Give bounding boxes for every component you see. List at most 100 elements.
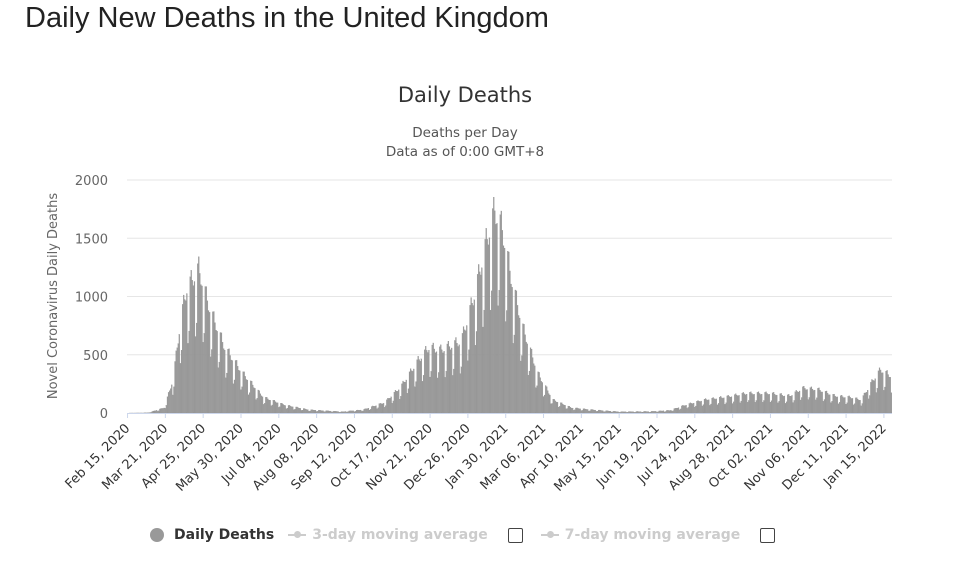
bar-daily-deaths[interactable] [603, 411, 605, 414]
bar-daily-deaths[interactable] [743, 393, 746, 414]
bar-daily-deaths[interactable] [789, 395, 791, 414]
bar-daily-deaths[interactable] [667, 410, 669, 414]
bar-daily-deaths[interactable] [347, 411, 349, 414]
bar-daily-deaths[interactable] [609, 411, 612, 414]
bar-daily-deaths[interactable] [693, 402, 695, 414]
bar-daily-deaths[interactable] [174, 361, 176, 414]
bar-daily-deaths[interactable] [646, 411, 648, 414]
bar-daily-deaths[interactable] [605, 410, 607, 414]
bar-daily-deaths[interactable] [731, 403, 734, 414]
bar-daily-deaths[interactable] [881, 372, 883, 414]
bar-daily-deaths[interactable] [412, 371, 414, 414]
bar-daily-deaths[interactable] [781, 394, 783, 414]
bar-daily-deaths[interactable] [523, 324, 525, 414]
bar-daily-deaths[interactable] [171, 384, 173, 414]
bar-daily-deaths[interactable] [622, 411, 625, 414]
bar-daily-deaths[interactable] [653, 411, 655, 414]
bar-daily-deaths[interactable] [507, 250, 509, 414]
bar-daily-deaths[interactable] [376, 408, 378, 414]
bar-daily-deaths[interactable] [306, 409, 308, 414]
bar-daily-deaths[interactable] [771, 392, 774, 414]
bar-daily-deaths[interactable] [468, 349, 470, 414]
bar-daily-deaths[interactable] [525, 341, 527, 414]
bar-daily-deaths[interactable] [659, 410, 661, 414]
bar-daily-deaths[interactable] [332, 411, 334, 414]
bar-daily-deaths[interactable] [433, 348, 435, 414]
bar-daily-deaths[interactable] [606, 410, 608, 414]
bar-daily-deaths[interactable] [591, 409, 593, 414]
bar-daily-deaths[interactable] [753, 394, 755, 414]
bar-daily-deaths[interactable] [444, 377, 446, 414]
bar-daily-deaths[interactable] [440, 344, 442, 414]
bar-daily-deaths[interactable] [318, 410, 320, 414]
bar-daily-deaths[interactable] [526, 343, 528, 414]
bar-daily-deaths[interactable] [312, 409, 314, 414]
bar-daily-deaths[interactable] [514, 289, 516, 414]
bar-daily-deaths[interactable] [695, 405, 697, 414]
bar-daily-deaths[interactable] [660, 410, 662, 414]
bar-daily-deaths[interactable] [861, 403, 863, 414]
bar-daily-deaths[interactable] [850, 398, 853, 414]
bar-daily-deaths[interactable] [747, 402, 749, 414]
bar-daily-deaths[interactable] [563, 404, 565, 414]
bar-daily-deaths[interactable] [152, 410, 154, 414]
bar-daily-deaths[interactable] [398, 389, 400, 414]
bar-daily-deaths[interactable] [278, 407, 280, 414]
bar-daily-deaths[interactable] [493, 197, 495, 414]
bar-daily-deaths[interactable] [431, 344, 433, 414]
bar-daily-deaths[interactable] [692, 403, 694, 414]
bar-daily-deaths[interactable] [873, 380, 875, 414]
bar-daily-deaths[interactable] [483, 309, 485, 414]
bar-daily-deaths[interactable] [267, 398, 269, 414]
bar-daily-deaths[interactable] [470, 297, 472, 414]
bar-daily-deaths[interactable] [460, 366, 462, 414]
bar-daily-deaths[interactable] [840, 395, 842, 414]
bar-daily-deaths[interactable] [641, 412, 643, 414]
bar-daily-deaths[interactable] [795, 390, 797, 414]
bar-daily-deaths[interactable] [569, 407, 572, 414]
bar-daily-deaths[interactable] [510, 283, 512, 414]
bar-daily-deaths[interactable] [375, 405, 377, 414]
bar-daily-deaths[interactable] [151, 411, 153, 414]
bar-daily-deaths[interactable] [706, 399, 708, 414]
bar-daily-deaths[interactable] [365, 408, 367, 414]
bar-daily-deaths[interactable] [593, 409, 595, 414]
bar-daily-deaths[interactable] [515, 290, 518, 414]
bar-daily-deaths[interactable] [348, 410, 350, 414]
bar-daily-deaths[interactable] [370, 409, 372, 414]
bar-daily-deaths[interactable] [202, 342, 204, 414]
bar-daily-deaths[interactable] [402, 380, 404, 414]
bar-daily-deaths[interactable] [364, 408, 366, 414]
bar-daily-deaths[interactable] [800, 399, 802, 414]
bar-daily-deaths[interactable] [566, 408, 568, 414]
bar-daily-deaths[interactable] [565, 408, 567, 414]
bar-daily-deaths[interactable] [870, 382, 872, 414]
bar-daily-deaths[interactable] [842, 396, 844, 414]
bar-daily-deaths[interactable] [783, 395, 786, 414]
bar-daily-deaths[interactable] [395, 390, 398, 414]
bar-daily-deaths[interactable] [631, 411, 633, 414]
bar-daily-deaths[interactable] [546, 386, 548, 414]
bar-daily-deaths[interactable] [649, 411, 652, 414]
bar-daily-deaths[interactable] [192, 285, 194, 414]
bar-daily-deaths[interactable] [847, 396, 849, 414]
bar-daily-deaths[interactable] [291, 406, 293, 414]
bar-daily-deaths[interactable] [511, 287, 513, 414]
bar-daily-deaths[interactable] [456, 343, 458, 414]
bar-daily-deaths[interactable] [258, 390, 260, 414]
bar-daily-deaths[interactable] [809, 387, 811, 414]
bar-daily-deaths[interactable] [403, 381, 405, 414]
bar-daily-deaths[interactable] [201, 285, 203, 414]
bar-daily-deaths[interactable] [690, 403, 693, 414]
bar-daily-deaths[interactable] [610, 411, 613, 414]
bar-daily-deaths[interactable] [305, 409, 307, 414]
bar-daily-deaths[interactable] [250, 380, 252, 414]
bar-daily-deaths[interactable] [711, 398, 713, 414]
bar-daily-deaths[interactable] [801, 397, 803, 414]
bar-daily-deaths[interactable] [550, 403, 552, 414]
bar-daily-deaths[interactable] [210, 356, 212, 414]
bar-daily-deaths[interactable] [230, 359, 232, 414]
bar-daily-deaths[interactable] [645, 411, 647, 414]
bar-daily-deaths[interactable] [327, 410, 330, 414]
bar-daily-deaths[interactable] [205, 286, 207, 414]
